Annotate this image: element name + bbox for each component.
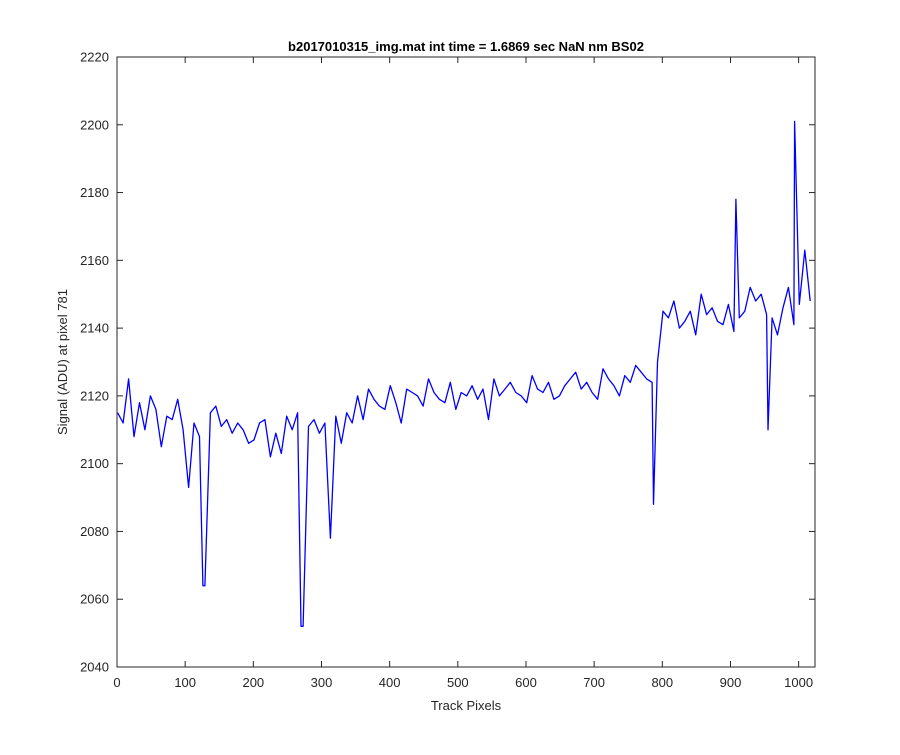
y-tick-label: 2220	[80, 50, 109, 65]
x-axis-ticks: 0 100 200 300 400 500 600 700 800 900 1000	[113, 57, 813, 690]
x-tick-label: 900	[720, 675, 742, 690]
x-axis-label: Track Pixels	[431, 698, 502, 713]
y-tick-label: 2060	[80, 592, 109, 607]
y-axis-label: Signal (ADU) at pixel 781	[55, 289, 70, 435]
y-tick-label: 2040	[80, 660, 109, 675]
y-tick-label: 2180	[80, 185, 109, 200]
x-tick-label: 400	[379, 675, 401, 690]
plot-background	[117, 57, 815, 667]
data-layer	[117, 120, 811, 627]
y-tick-label: 2080	[80, 524, 109, 539]
y-axis-ticks: 2040 2060 2080 2100 2120 2140 2160 2180 2200 2220	[80, 50, 815, 675]
y-tick-label: 2140	[80, 321, 109, 336]
x-tick-label: 800	[651, 675, 673, 690]
x-tick-label: 1000	[784, 675, 813, 690]
plot-frame	[116, 56, 816, 668]
y-tick-label: 2100	[80, 456, 109, 471]
x-tick-label: 500	[447, 675, 469, 690]
x-tick-label: 700	[583, 675, 605, 690]
y-tick-label: 2160	[80, 253, 109, 268]
x-tick-label: 100	[174, 675, 196, 690]
y-tick-label: 2200	[80, 117, 109, 132]
y-tick-label: 2120	[80, 388, 109, 403]
series-line	[117, 120, 811, 627]
chart-title: b2017010315_img.mat int time = 1.6869 se…	[288, 39, 644, 54]
x-tick-label: 600	[515, 675, 537, 690]
x-tick-label: 200	[242, 675, 264, 690]
x-tick-label: 0	[113, 675, 120, 690]
x-tick-label: 300	[311, 675, 333, 690]
